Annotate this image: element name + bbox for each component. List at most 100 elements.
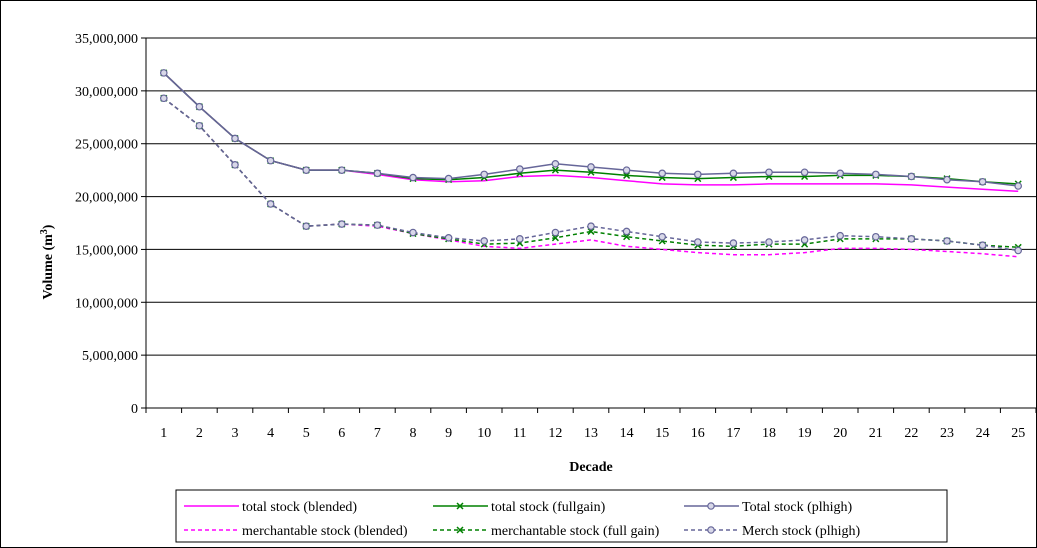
y-axis-title-end: ) [41,224,56,229]
legend-item: total stock (blended) [184,500,357,515]
x-tick-label: 20 [833,426,847,441]
data-point [978,177,987,186]
series-6 [160,94,1023,255]
y-tick-label: 0 [131,402,138,417]
y-tick-label: 10,000,000 [75,296,138,311]
data-point [266,200,275,208]
x-tick-label: 1 [160,426,167,441]
data-point [444,174,453,183]
data-point [195,121,204,130]
x-tick-label: 25 [1011,426,1025,441]
data-point [302,166,311,174]
data-point [337,166,346,174]
legend-marker [707,502,715,510]
data-point [587,163,595,171]
y-axis-title-superscript: 3 [39,229,50,234]
x-tick-label: 21 [869,426,883,441]
series-lines [160,69,1023,258]
x-tick-label: 11 [513,426,526,441]
data-point [622,166,631,174]
legend-item: merchantable stock (full gain) [433,524,660,539]
data-point [836,169,845,178]
x-tick-label: 5 [303,426,310,441]
data-point [658,232,667,241]
x-tick-label: 8 [410,426,417,441]
x-tick-label: 14 [620,426,634,441]
x-tick-label: 18 [762,426,776,441]
legend-label: total stock (blended) [242,500,357,515]
x-tick-label: 17 [726,426,740,441]
legend-label: merchantable stock (full gain) [491,524,660,539]
x-tick-label: 10 [477,426,491,441]
legend-box [175,489,948,543]
x-tick-label: 6 [338,426,345,441]
data-point [337,220,346,228]
data-point [551,166,559,174]
data-point [871,170,880,179]
x-tick-label: 19 [798,426,812,441]
legend-item: total stock (fullgain) [433,500,606,515]
y-axis-title: Volume (m3) [39,224,56,299]
data-point [623,171,631,179]
data-point [658,169,667,178]
y-tick-label: 30,000,000 [75,85,138,100]
data-point [693,170,702,179]
legend-marker [456,502,464,510]
legend-item: Merch stock (plhigh) [684,524,861,539]
x-tick-label: 13 [584,426,598,441]
data-point [587,227,595,235]
x-tick-label: 3 [232,426,239,441]
data-point [515,165,524,173]
data-point [800,168,809,177]
data-point [943,237,951,245]
data-point [587,222,595,230]
data-point [729,239,738,247]
data-point [302,222,311,230]
data-point [765,168,773,177]
y-tick-label: 15,000,000 [75,243,138,258]
data-point [160,94,168,103]
x-tick-label: 15 [655,426,669,441]
data-point [729,169,738,178]
x-tick-label: 4 [267,426,274,441]
data-point [231,134,239,143]
x-tick-label: 12 [548,426,562,441]
y-axis-title-main: Volume (m [41,234,56,300]
data-point [444,234,453,242]
y-tick-label: 20,000,000 [75,191,138,206]
x-tick-label: 9 [445,426,452,441]
axes: 0 5,000,000 10,000,000 15,000,000 20,000,000… [75,32,1037,441]
data-point [195,102,204,111]
data-point [1014,246,1023,255]
data-point [693,238,702,246]
data-point [551,160,560,168]
data-point [587,168,595,176]
data-point [978,241,987,250]
svg-text:Volume (m3): Volume (m3) [39,224,56,299]
y-tick-label: 5,000,000 [82,349,138,364]
legend-item: merchantable stock (blended) [184,524,408,539]
data-point [551,234,559,242]
data-point [765,238,773,246]
legend: total stock (blended) total stock (fullga… [175,489,948,543]
legend-label: Merch stock (plhigh) [742,524,861,539]
x-tick-label: 16 [691,426,705,441]
data-point [409,173,417,182]
y-tick-label: 25,000,000 [75,138,138,153]
data-point [160,69,168,77]
data-point [943,175,951,184]
data-point [623,233,631,241]
gridlines [146,37,1036,356]
legend-label: merchantable stock (blended) [242,524,408,539]
x-tick-label: 22 [904,426,918,441]
legend-marker [456,526,464,534]
data-point [622,227,631,236]
data-point [836,231,845,240]
x-tick-label: 23 [940,426,954,441]
legend-label: total stock (fullgain) [491,500,606,515]
data-point [907,172,916,181]
x-tick-label: 7 [374,426,381,441]
data-point [551,228,560,237]
x-tick-label: 24 [976,426,990,441]
